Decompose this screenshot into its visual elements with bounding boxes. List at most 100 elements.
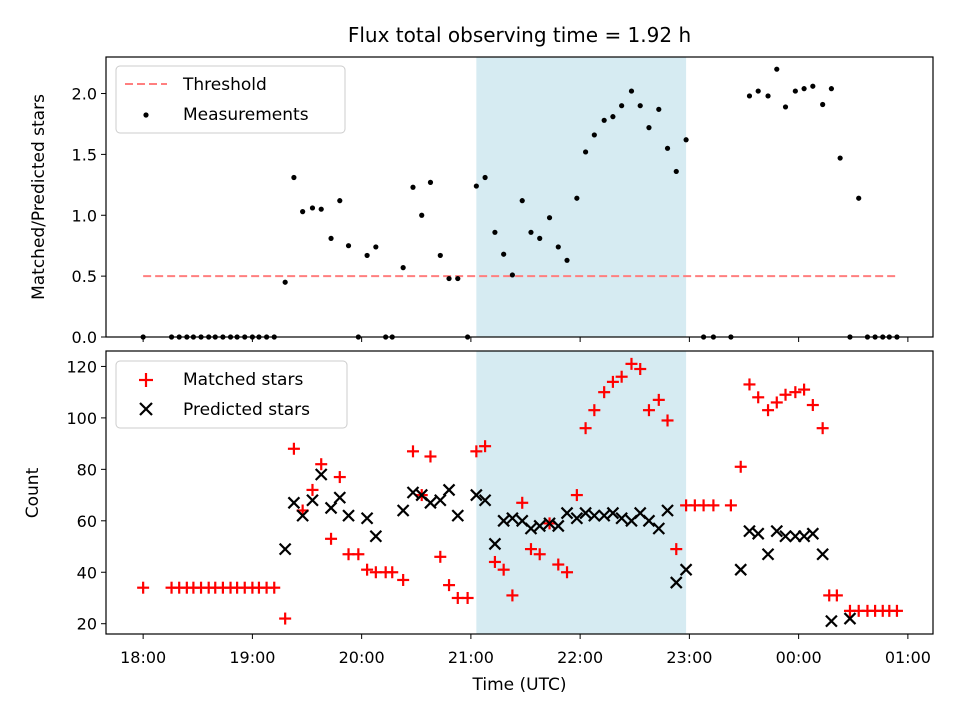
bottom-y-tick-label: 120: [66, 357, 97, 376]
matched-star-point: [333, 471, 346, 484]
matched-star-point: [606, 375, 619, 388]
x-tick-label: 22:00: [557, 648, 603, 667]
measurement-point: [765, 93, 771, 99]
predicted-star-point: [642, 514, 656, 528]
matched-star-point: [461, 591, 474, 604]
predicted-star-point: [306, 493, 319, 507]
matched-star-points: [137, 357, 903, 625]
measurement-point: [282, 279, 288, 285]
matched-star-point: [361, 563, 374, 576]
matched-star-point: [268, 581, 281, 594]
measurement-point: [601, 117, 607, 123]
measurement-point: [619, 103, 625, 109]
measurement-point: [410, 184, 416, 190]
measurement-point: [637, 103, 643, 109]
x-tick-label: 23:00: [666, 648, 712, 667]
bottom-y-tick-label: 80: [77, 460, 97, 479]
top-y-tick-label: 2.0: [72, 85, 97, 104]
measurement-point: [446, 275, 452, 282]
predicted-star-point: [524, 522, 538, 535]
predicted-star-point: [770, 524, 784, 538]
top-legend: Threshold Measurements: [115, 65, 346, 134]
predicted-star-point: [579, 506, 592, 520]
matched-star-point: [479, 440, 492, 453]
bottom-panel: 18:00 19:00 20:00 21:00 22:00 23:00 00:00 01:00…: [23, 350, 934, 695]
matched-star-point: [561, 566, 574, 579]
matched-star-point: [306, 483, 319, 496]
matched-star-point: [625, 357, 638, 370]
legend-matched-label: Matched stars: [183, 370, 303, 390]
matched-star-point: [779, 388, 792, 401]
bottom-legend-box: [115, 360, 348, 429]
predicted-star-point: [797, 529, 811, 543]
matched-star-point: [406, 445, 419, 458]
predicted-star-point: [806, 527, 820, 540]
legend-matched-swatch: [139, 373, 153, 387]
matched-star-point: [798, 383, 811, 396]
measurement-point: [519, 198, 525, 204]
x-tick-label: 18:00: [120, 648, 166, 667]
measurement-point: [501, 251, 507, 257]
predicted-star-point: [588, 509, 601, 522]
matched-star-point: [497, 563, 510, 576]
predicted-star-point: [570, 511, 584, 525]
predicted-star-points: [278, 468, 857, 628]
matched-star-point: [770, 396, 783, 409]
predicted-star-point: [333, 491, 347, 504]
measurement-point: [564, 257, 570, 263]
measurement-point: [528, 229, 534, 235]
matched-star-point: [806, 399, 819, 412]
predicted-star-point: [816, 547, 829, 561]
predicted-star-point: [442, 483, 456, 497]
predicted-star-point: [606, 506, 620, 520]
measurement-point: [810, 83, 816, 89]
legend-measurements-label: Measurements: [183, 105, 309, 125]
x-axis-label: Time (UTC): [472, 675, 567, 695]
predicted-star-point: [743, 524, 756, 538]
matched-star-point: [724, 499, 737, 512]
matched-star-point: [890, 604, 903, 617]
matched-star-point: [352, 548, 365, 561]
measurement-point: [537, 235, 543, 241]
matched-star-point: [506, 589, 519, 602]
x-tick-label: 00:00: [776, 648, 822, 667]
matched-star-point: [287, 442, 300, 455]
measurement-point: [755, 88, 761, 94]
top-shaded-region: [476, 57, 687, 337]
predicted-star-point: [543, 517, 556, 530]
bottom-y-tick-label: 60: [77, 512, 97, 531]
legend-predicted-label: Predicted stars: [183, 400, 310, 420]
matched-star-point: [762, 404, 775, 417]
measurement-point: [746, 93, 753, 99]
x-tick-label: 19:00: [229, 648, 275, 667]
matched-star-point: [434, 550, 447, 563]
matched-star-point: [443, 579, 456, 592]
predicted-star-point: [506, 511, 519, 525]
top-y-tick-label: 0.5: [72, 267, 97, 286]
top-panel: 0.00.51.01.52.0 Matched/Predicted stars …: [29, 56, 934, 347]
matched-star-point: [279, 612, 292, 625]
measurement-point: [473, 183, 479, 189]
predicted-star-point: [679, 563, 693, 576]
top-y-tick-label: 0.0: [72, 328, 97, 347]
predicted-star-point: [314, 468, 328, 481]
top-axis-ticks: 0.0 0.5 1.0 1.5 2.0: [72, 85, 909, 347]
predicted-star-point: [761, 547, 775, 561]
measurement-point: [837, 155, 843, 161]
matched-star-point: [579, 422, 592, 435]
measurement-point: [828, 86, 835, 92]
matched-star-point: [488, 555, 501, 568]
matched-star-point: [552, 558, 565, 571]
measurement-point: [555, 244, 561, 250]
predicted-star-point: [369, 529, 383, 543]
measurement-point: [820, 101, 826, 108]
predicted-star-point: [488, 537, 502, 551]
measurement-point: [345, 243, 352, 249]
predicted-star-point: [751, 527, 765, 540]
matched-star-point: [816, 422, 829, 435]
measurement-point: [291, 174, 297, 181]
matched-star-point: [570, 489, 583, 502]
matched-star-point: [830, 589, 843, 602]
bottom-y-tick-label: 40: [77, 563, 97, 582]
